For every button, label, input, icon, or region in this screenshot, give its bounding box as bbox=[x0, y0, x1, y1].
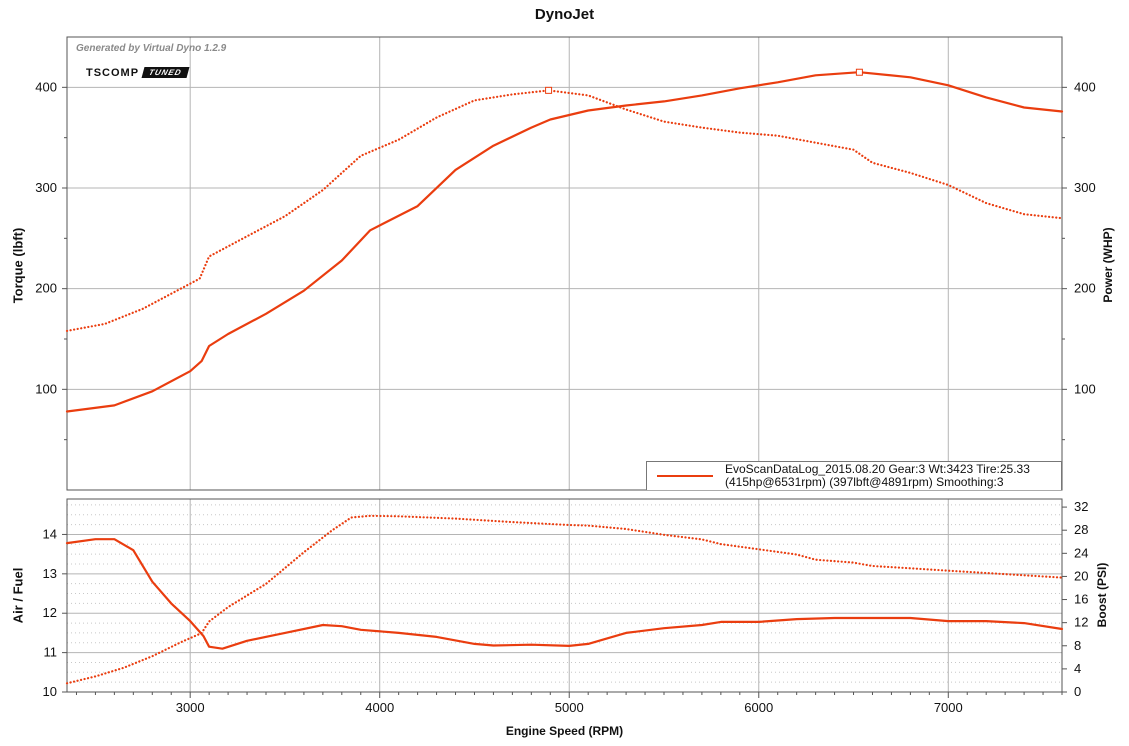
y-left-tick-label: 12 bbox=[43, 605, 57, 620]
legend-line-1: EvoScanDataLog_2015.08.20 Gear:3 Wt:3423… bbox=[725, 462, 1030, 476]
y-right-tick-label: 100 bbox=[1074, 381, 1096, 396]
legend-text: EvoScanDataLog_2015.08.20 Gear:3 Wt:3423… bbox=[725, 463, 1030, 489]
power-peak-marker bbox=[855, 68, 863, 76]
logo-text: TSCOMP bbox=[86, 66, 140, 79]
y-right-tick-label: 400 bbox=[1074, 79, 1096, 94]
x-tick-label: 3000 bbox=[176, 700, 205, 715]
y-right-tick-label: 200 bbox=[1074, 281, 1096, 296]
torque-peak-marker bbox=[545, 86, 553, 94]
air-fuel-axis-label: Air / Fuel bbox=[10, 567, 26, 624]
legend-line-2: (415hp@6531rpm) (397lbft@4891rpm) Smooth… bbox=[725, 475, 1004, 489]
y-right-tick-label: 300 bbox=[1074, 180, 1096, 195]
y-right-tick-label: 24 bbox=[1074, 545, 1088, 560]
y-right-tick-label: 4 bbox=[1074, 661, 1081, 676]
y-left-tick-label: 10 bbox=[43, 684, 57, 699]
tscomp-logo: TSCOMP TUNED bbox=[86, 66, 190, 79]
y-right-tick-label: 20 bbox=[1074, 568, 1088, 583]
logo-badge: TUNED bbox=[141, 67, 190, 78]
generated-by-label: Generated by Virtual Dyno 1.2.9 bbox=[76, 43, 227, 54]
y-right-tick-label: 32 bbox=[1074, 499, 1088, 514]
y-left-tick-label: 13 bbox=[43, 566, 57, 581]
y-right-tick-label: 0 bbox=[1074, 684, 1081, 699]
y-left-tick-label: 200 bbox=[35, 281, 57, 296]
chart-title: DynoJet bbox=[534, 6, 595, 23]
power-axis-label: Power (WHP) bbox=[1101, 227, 1115, 303]
boost-axis-label: Boost (PSI) bbox=[1095, 562, 1109, 628]
y-left-tick-label: 300 bbox=[35, 180, 57, 195]
y-left-tick-label: 400 bbox=[35, 79, 57, 94]
plot-frame bbox=[66, 498, 1063, 693]
plot-frame bbox=[66, 36, 1063, 491]
air-fuel-series-line bbox=[65, 538, 1064, 650]
legend-line-swatch bbox=[657, 475, 713, 477]
x-tick-label: 6000 bbox=[744, 700, 773, 715]
y-right-tick-label: 8 bbox=[1074, 638, 1081, 653]
boost-series-line bbox=[65, 514, 1064, 685]
legend: EvoScanDataLog_2015.08.20 Gear:3 Wt:3423… bbox=[646, 461, 1062, 490]
x-tick-label: 4000 bbox=[365, 700, 394, 715]
x-tick-label: 5000 bbox=[555, 700, 584, 715]
y-right-tick-label: 12 bbox=[1074, 615, 1088, 630]
y-right-tick-label: 16 bbox=[1074, 592, 1088, 607]
power-series-line bbox=[65, 71, 1064, 413]
y-left-tick-label: 14 bbox=[43, 526, 57, 541]
y-left-tick-label: 100 bbox=[35, 381, 57, 396]
y-right-tick-label: 28 bbox=[1074, 522, 1088, 537]
torque-series-line bbox=[65, 89, 1064, 332]
x-axis-label: Engine Speed (RPM) bbox=[505, 724, 624, 738]
torque-axis-label: Torque (lbft) bbox=[10, 227, 26, 304]
y-left-tick-label: 11 bbox=[44, 645, 58, 660]
x-tick-label: 7000 bbox=[934, 700, 963, 715]
